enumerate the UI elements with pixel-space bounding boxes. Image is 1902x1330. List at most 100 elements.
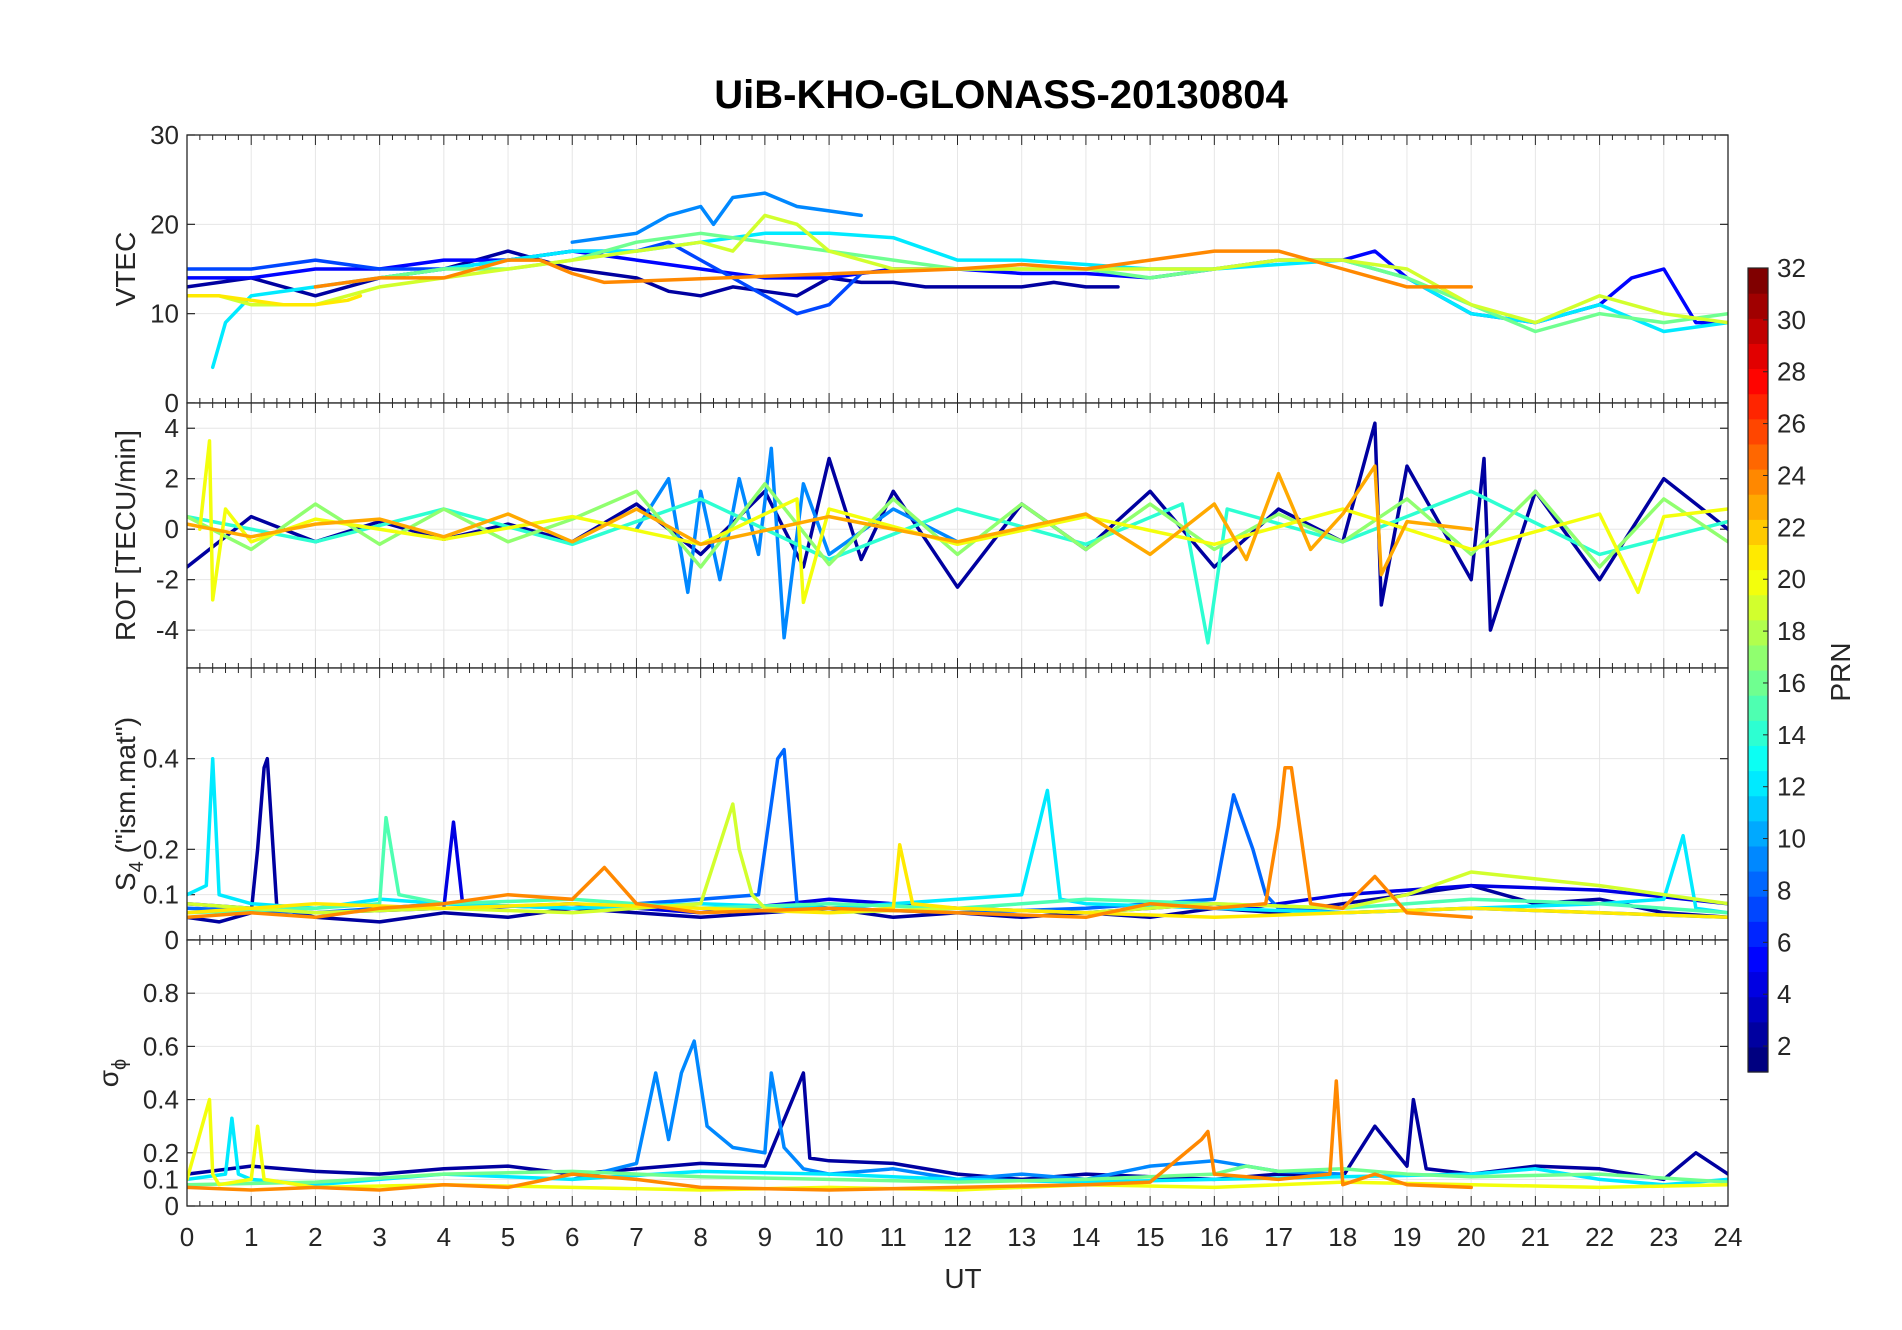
panel-s4-series bbox=[187, 747, 1728, 924]
series-line-prn-9 bbox=[570, 1039, 1345, 1182]
y-axis-label-sigma: σϕ bbox=[93, 1059, 131, 1087]
x-tick-label: 19 bbox=[1392, 1222, 1421, 1252]
series-line-prn-20 bbox=[198, 439, 1728, 605]
y-tick-label: -4 bbox=[156, 615, 179, 645]
y-axis-label-s4: S4 ("ism.mat") bbox=[110, 717, 148, 891]
y-axis-label-vtec: VTEC bbox=[110, 232, 141, 307]
x-tick-label: 12 bbox=[943, 1222, 972, 1252]
y-tick-label: 0.8 bbox=[143, 978, 179, 1008]
colorbar-segment bbox=[1748, 494, 1768, 520]
colorbar-frame bbox=[1747, 267, 1769, 1073]
y-tick-label: -2 bbox=[156, 565, 179, 595]
colorbar-segment bbox=[1748, 845, 1768, 872]
y-tick-label: 20 bbox=[150, 209, 179, 239]
colorbar-segment bbox=[1748, 971, 1768, 998]
x-tick-label: 20 bbox=[1457, 1222, 1486, 1252]
colorbar-tick-label: 28 bbox=[1777, 357, 1806, 387]
colorbar-segment bbox=[1748, 594, 1768, 621]
colorbar-segment bbox=[1748, 443, 1768, 470]
colorbar-tick-label: 2 bbox=[1777, 1031, 1791, 1061]
colorbar-segment bbox=[1748, 469, 1768, 495]
panel-sigma: 00.10.2 0.4 0.6 0.8 σϕ bbox=[93, 939, 1729, 1221]
colorbar-tick-label: 14 bbox=[1777, 720, 1806, 750]
series-line-prn-9 bbox=[570, 191, 863, 244]
y-tick-label: 0.4 bbox=[143, 744, 179, 774]
x-tick-label: 4 bbox=[437, 1222, 451, 1252]
colorbar-segment bbox=[1748, 519, 1768, 545]
x-tick-label: 9 bbox=[758, 1222, 772, 1252]
x-tick-label: 3 bbox=[372, 1222, 386, 1252]
x-tick-label: 7 bbox=[629, 1222, 643, 1252]
colorbar-tick-label: 6 bbox=[1777, 927, 1791, 957]
colorbar-segment bbox=[1748, 619, 1768, 646]
series-line-prn-16 bbox=[187, 1164, 1728, 1187]
colorbar-segment bbox=[1748, 770, 1768, 797]
panel-s4: 0 0.1 0.2 0.4S4 ("ism.mat") bbox=[110, 667, 1729, 955]
y-tick-label: 0 bbox=[165, 388, 179, 418]
panel-rot-series bbox=[187, 421, 1728, 645]
y-tick-label: 2 bbox=[165, 464, 179, 494]
colorbar-segment bbox=[1748, 569, 1768, 596]
x-tick-label: 23 bbox=[1649, 1222, 1678, 1252]
colorbar-tick-label: 22 bbox=[1777, 512, 1806, 542]
panel-sigma-frame bbox=[186, 939, 1729, 1207]
colorbar-segment bbox=[1748, 343, 1768, 370]
panel-rot: -4 -2 0 2 4 ROT [TECU/min] bbox=[110, 402, 1729, 669]
colorbar-label: PRN bbox=[1825, 642, 1856, 701]
x-tick-label: 10 bbox=[815, 1222, 844, 1252]
colorbar-segment bbox=[1748, 996, 1768, 1023]
colorbar-tick-label: 12 bbox=[1777, 772, 1806, 802]
colorbar-segment bbox=[1748, 795, 1768, 822]
x-tick-label: 15 bbox=[1136, 1222, 1165, 1252]
colorbar-segment bbox=[1748, 418, 1768, 445]
panel-vtec: 0 10 20 30 VTEC bbox=[110, 120, 1729, 418]
series-line-prn-24 bbox=[313, 249, 1473, 289]
panel-sigma-series bbox=[187, 1039, 1728, 1192]
colorbar-segment bbox=[1748, 393, 1768, 420]
x-tick-label: 5 bbox=[501, 1222, 515, 1252]
y-tick-label: 0.1 bbox=[143, 1164, 179, 1194]
x-tick-label: 14 bbox=[1071, 1222, 1100, 1252]
series-line-prn-24 bbox=[187, 765, 1473, 920]
series-line-prn-9 bbox=[634, 446, 960, 640]
colorbar-segment bbox=[1748, 695, 1768, 721]
series-line-prn-17 bbox=[187, 482, 1728, 569]
y-tick-label: 0 bbox=[165, 1191, 179, 1221]
colorbar-tick-label: 16 bbox=[1777, 668, 1806, 698]
colorbar-segment bbox=[1748, 670, 1768, 696]
x-tick-label: 2 bbox=[308, 1222, 322, 1252]
x-tick-label: 17 bbox=[1264, 1222, 1293, 1252]
y-tick-label: 0.2 bbox=[143, 834, 179, 864]
x-tick-label: 16 bbox=[1200, 1222, 1229, 1252]
x-axis: 0 1 2 3 4 5 6 7 8 9 10 11 12 13 14 15 16 17 18 19 20 21 22 23 24 bbox=[180, 1222, 1743, 1252]
panel-vtec-series bbox=[187, 191, 1728, 370]
y-tick-label: 0.6 bbox=[143, 1031, 179, 1061]
colorbar-segment bbox=[1748, 921, 1768, 947]
y-tick-label: 4 bbox=[165, 413, 179, 443]
x-tick-label: 21 bbox=[1521, 1222, 1550, 1252]
colorbar-tick-label: 24 bbox=[1777, 460, 1806, 490]
colorbar-tick-label: 32 bbox=[1777, 253, 1806, 283]
y-tick-label: 0.1 bbox=[143, 880, 179, 910]
colorbar-segment bbox=[1748, 544, 1768, 571]
colorbar-segment bbox=[1748, 720, 1768, 746]
colorbar-tick-label: 30 bbox=[1777, 305, 1806, 335]
x-tick-label: 8 bbox=[693, 1222, 707, 1252]
chart-title: UiB-KHO-GLONASS-20130804 bbox=[714, 73, 1288, 117]
y-tick-label: 0.4 bbox=[143, 1085, 179, 1115]
x-tick-label: 1 bbox=[244, 1222, 258, 1252]
colorbar-segment bbox=[1748, 268, 1768, 294]
colorbar-segment bbox=[1748, 368, 1768, 395]
colorbar-segment bbox=[1748, 293, 1768, 319]
colorbar-tick-label: 10 bbox=[1777, 824, 1806, 854]
x-tick-label: 22 bbox=[1585, 1222, 1614, 1252]
x-tick-label: 13 bbox=[1007, 1222, 1036, 1252]
y-tick-label: 0 bbox=[165, 514, 179, 544]
colorbar-segment bbox=[1748, 871, 1768, 897]
y-tick-label: 30 bbox=[150, 120, 179, 150]
colorbar-tick-label: 4 bbox=[1777, 979, 1791, 1009]
colorbar-segment bbox=[1748, 1046, 1768, 1073]
x-tick-label: 11 bbox=[880, 1222, 907, 1252]
